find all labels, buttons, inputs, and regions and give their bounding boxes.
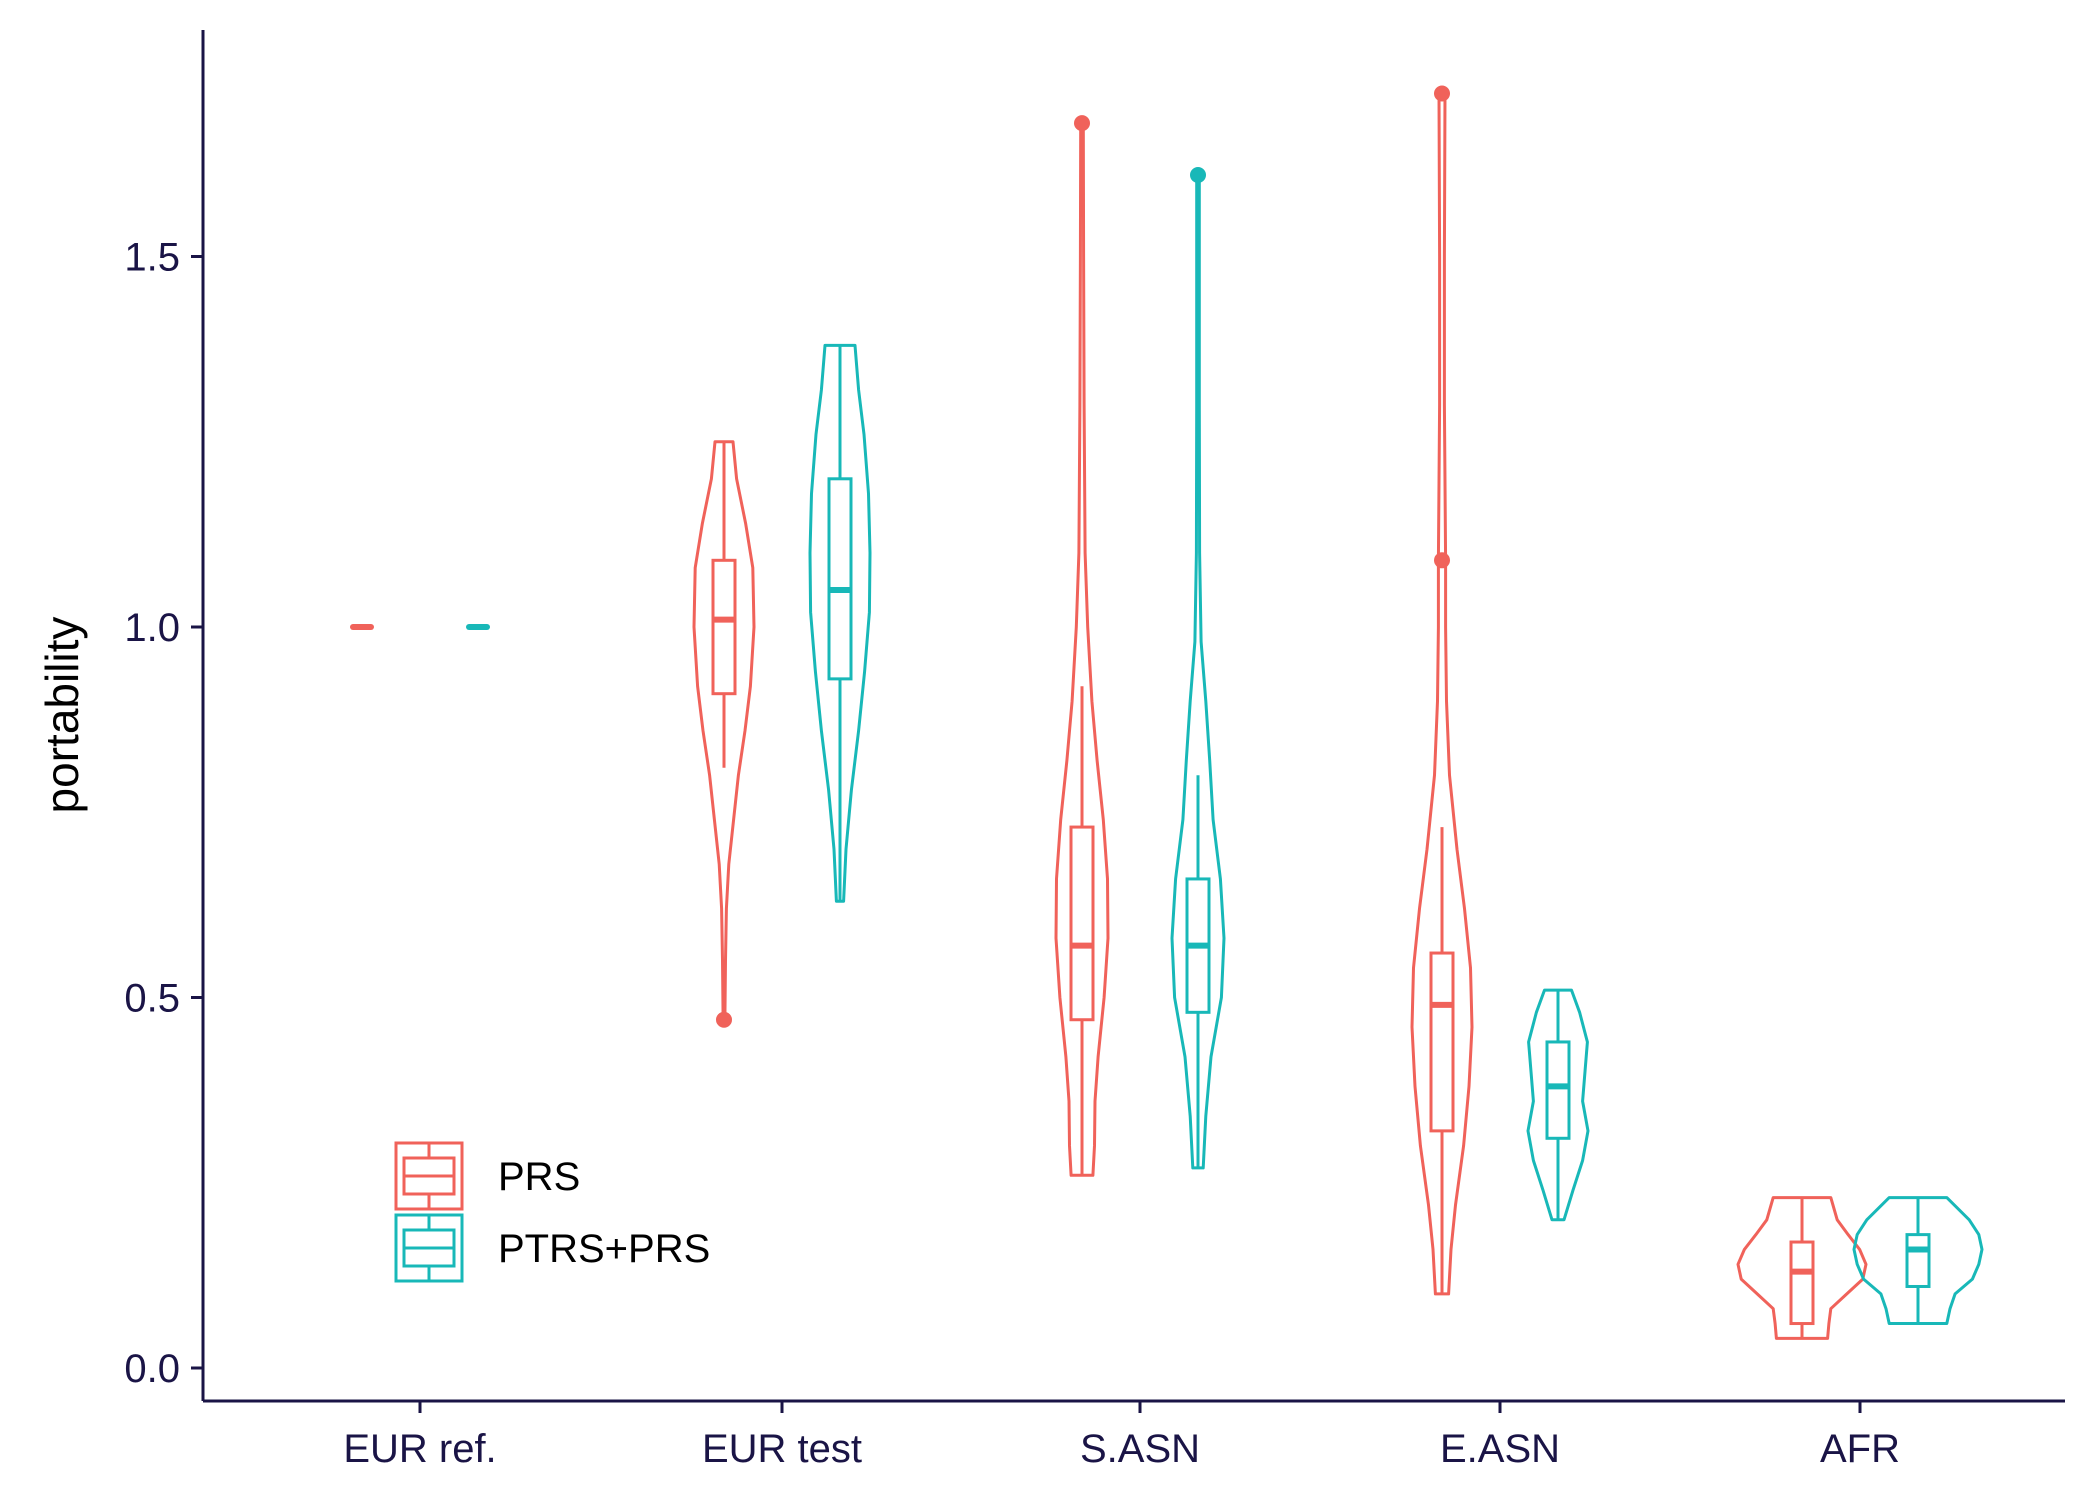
violin-group	[1852, 1196, 1984, 1325]
iqr-box	[1069, 825, 1095, 1022]
violin-group	[1410, 85, 1474, 1296]
violin-group	[692, 440, 756, 1028]
y-axis-title: portability	[36, 617, 88, 814]
outlier-point	[716, 1011, 732, 1028]
x-tick-label: AFR	[1820, 1427, 1900, 1471]
legend-label: PRS	[498, 1155, 580, 1199]
violin-group	[808, 343, 872, 903]
iqr-box	[1789, 1240, 1815, 1326]
outlier-point	[1434, 85, 1450, 102]
x-axis-ticks: EUR ref. EUR test S.ASN E.ASN AFR	[343, 1401, 1900, 1471]
iqr-box	[1905, 1233, 1931, 1288]
violin-shape	[1526, 988, 1590, 1222]
violin-shape	[1736, 1196, 1868, 1340]
y-tick-label: 0.5	[124, 977, 180, 1021]
outlier-point	[1434, 552, 1450, 569]
x-tick-label: E.ASN	[1440, 1427, 1560, 1471]
x-tick-label: EUR test	[702, 1427, 862, 1471]
x-tick-label: S.ASN	[1080, 1427, 1200, 1471]
legend-item: PTRS+PRS	[394, 1213, 710, 1283]
violin-shape	[1852, 1196, 1984, 1325]
legend: PRS PTRS+PRS	[394, 1141, 710, 1283]
y-tick-label: 1.0	[124, 606, 180, 650]
legend-item: PRS	[394, 1141, 580, 1211]
violin-group	[1054, 115, 1110, 1177]
x-tick-label: EUR ref.	[343, 1427, 496, 1471]
violin-group	[1170, 166, 1226, 1170]
violin-shape	[692, 440, 756, 1022]
iqr-box	[1545, 1040, 1571, 1140]
y-axis-ticks: 0.0 0.5 1.0 1.5	[124, 236, 203, 1391]
outlier-point	[1190, 166, 1206, 183]
violin-group	[1736, 1196, 1868, 1340]
iqr-box	[1429, 951, 1455, 1133]
iqr-box	[711, 558, 737, 696]
legend-label: PTRS+PRS	[498, 1227, 710, 1271]
violin-group	[1526, 988, 1590, 1222]
plot-area	[350, 85, 1984, 1340]
outlier-point	[1074, 115, 1090, 132]
y-tick-label: 1.5	[124, 236, 180, 280]
iqr-box	[827, 477, 853, 681]
y-tick-label: 0.0	[124, 1347, 180, 1391]
violin-shape	[808, 343, 872, 903]
